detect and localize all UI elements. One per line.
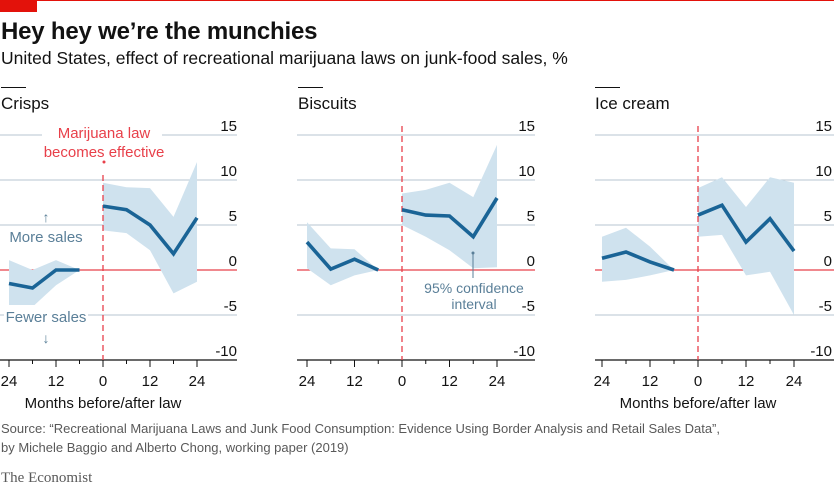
- x-tick-label-biscuits: 24: [299, 373, 316, 390]
- x-tick-label-crisps: 24: [189, 373, 206, 390]
- confidence-band-ice-cream-after: [698, 177, 794, 315]
- y-tick-label-biscuits: 15: [518, 118, 535, 135]
- brand-red-tab: [0, 0, 37, 12]
- x-tick-label-biscuits: 0: [398, 373, 406, 390]
- source-line-2: by Michele Baggio and Alberto Chong, wor…: [1, 440, 349, 455]
- y-tick-label-crisps: 15: [220, 118, 237, 135]
- y-tick-label-crisps: -5: [224, 298, 237, 315]
- y-tick-label-biscuits: 0: [527, 253, 535, 270]
- confidence-label-line1: 95% confidence: [424, 280, 524, 296]
- y-tick-label-ice-cream: 10: [815, 163, 832, 180]
- confidence-pointer-dot: [471, 251, 475, 255]
- panel-title-ice-cream: Ice cream: [595, 94, 670, 113]
- source-line-1: Source: “Recreational Marijuana Laws and…: [1, 421, 720, 436]
- y-tick-label-crisps: 5: [229, 208, 237, 225]
- confidence-band-ice-cream-before: [602, 227, 674, 282]
- chart-canvas: 24 12 0 12 24 15 10 5 0 -5 -10 Months before/after …: [0, 117, 834, 412]
- more-sales-label: More sales: [9, 229, 82, 246]
- x-tick-label-ice-cream: 24: [786, 373, 803, 390]
- y-tick-label-biscuits: 10: [518, 163, 535, 180]
- y-tick-label-biscuits: 5: [527, 208, 535, 225]
- fewer-sales-backing: [4, 305, 88, 325]
- chart-title: Hey hey we’re the munchies: [1, 18, 318, 45]
- y-tick-label-biscuits: -5: [522, 298, 535, 315]
- fewer-sales-label: Fewer sales: [6, 309, 87, 326]
- law-effective-label-line1: Marijuana law: [58, 125, 151, 142]
- x-tick-label-biscuits: 12: [346, 373, 363, 390]
- y-tick-label-ice-cream: -10: [810, 343, 832, 360]
- y-tick-label-biscuits: -10: [513, 343, 535, 360]
- series-line-ice-cream-before: [601, 250, 675, 272]
- y-tick-label-crisps: 0: [229, 253, 237, 270]
- x-axis-title-crisps: Months before/after law: [25, 395, 182, 412]
- up-arrow-icon: ↑: [43, 209, 50, 225]
- x-tick-label-ice-cream: 24: [594, 373, 611, 390]
- x-tick-label-ice-cream: 12: [738, 373, 755, 390]
- source-note: Source: “Recreational Marijuana Laws and…: [1, 419, 720, 457]
- x-tick-label-biscuits: 12: [441, 373, 458, 390]
- chart-subtitle: United States, effect of recreational ma…: [1, 48, 568, 68]
- y-tick-label-crisps: -10: [215, 343, 237, 360]
- x-axis-title-ice-cream: Months before/after law: [620, 395, 777, 412]
- x-tick-label-crisps: 12: [142, 373, 159, 390]
- series-line-crisps-before: [8, 268, 80, 290]
- economist-logo-text: The Economist: [1, 470, 93, 486]
- y-tick-label-ice-cream: 0: [824, 253, 832, 270]
- x-tick-label-crisps: 12: [48, 373, 65, 390]
- y-tick-label-ice-cream: 15: [815, 118, 832, 135]
- x-tick-label-crisps: 24: [1, 373, 18, 390]
- law-label-pointer-dot: [102, 160, 106, 164]
- panel-rule-biscuits: [298, 87, 323, 88]
- y-tick-label-ice-cream: -5: [819, 298, 832, 315]
- confidence-band-crisps-before: [9, 260, 80, 310]
- panel-rule-crisps: [1, 87, 26, 88]
- panel-rule-ice-cream: [595, 87, 620, 88]
- y-tick-label-ice-cream: 5: [824, 208, 832, 225]
- y-tick-label-crisps: 10: [220, 163, 237, 180]
- confidence-label-line2: interval: [451, 296, 496, 312]
- series-line-biscuits-before: [305, 240, 379, 272]
- panel-title-biscuits: Biscuits: [298, 94, 357, 113]
- x-tick-label-ice-cream: 0: [694, 373, 702, 390]
- panel-title-crisps: Crisps: [1, 94, 50, 113]
- confidence-band-biscuits-after: [402, 144, 497, 269]
- x-tick-label-biscuits: 24: [489, 373, 506, 390]
- x-tick-label-ice-cream: 12: [642, 373, 659, 390]
- law-label-backing: [42, 117, 162, 161]
- top-rule: [0, 0, 834, 1]
- confidence-band-biscuits-before: [307, 222, 379, 286]
- x-tick-label-crisps: 0: [99, 373, 107, 390]
- down-arrow-icon: ↓: [43, 330, 50, 346]
- law-effective-label-line2: becomes effective: [44, 144, 165, 161]
